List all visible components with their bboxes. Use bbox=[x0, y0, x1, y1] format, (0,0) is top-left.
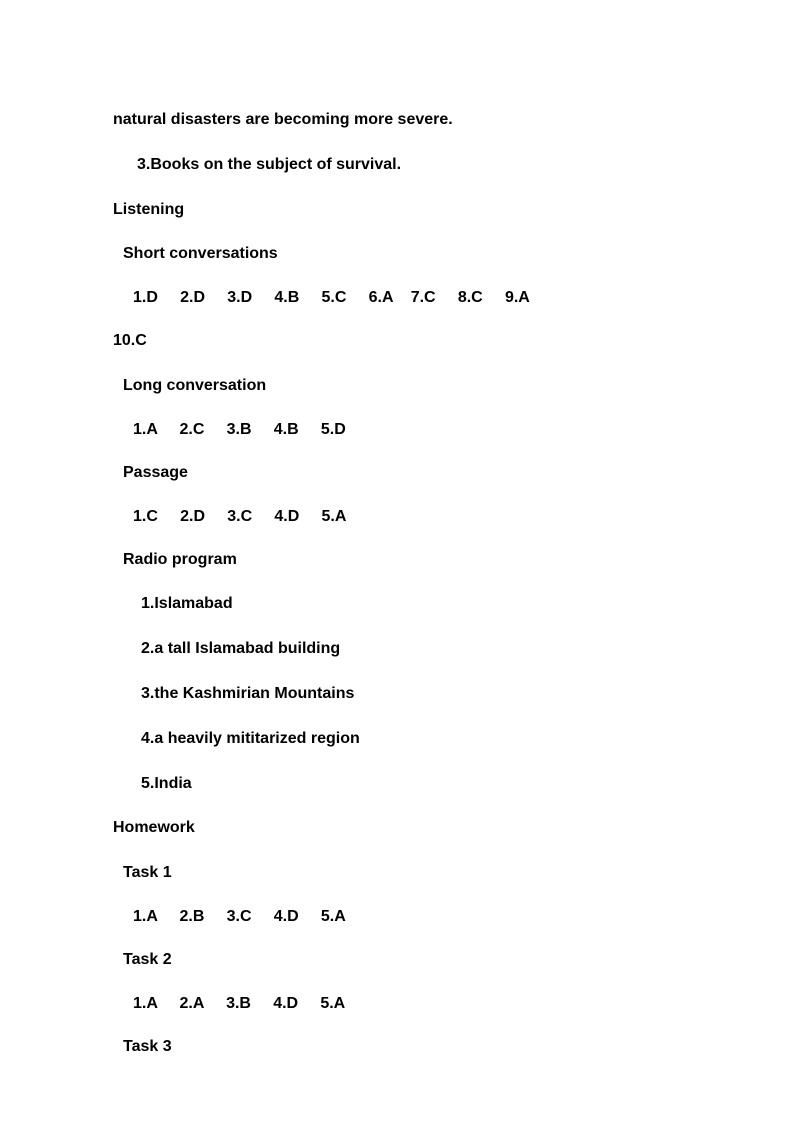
passage-heading: Passage bbox=[123, 463, 703, 484]
radio-program-item-1: 1.Islamabad bbox=[141, 594, 703, 615]
passage-answers: 1.C 2.D 3.C 4.D 5.A bbox=[133, 508, 703, 526]
long-conversation-answers: 1.A 2.C 3.B 4.B 5.D bbox=[133, 421, 703, 439]
long-conversation-heading: Long conversation bbox=[123, 376, 703, 397]
short-conversations-heading: Short conversations bbox=[123, 244, 703, 265]
homework-heading: Homework bbox=[113, 818, 703, 839]
task-1-heading: Task 1 bbox=[123, 863, 703, 884]
radio-program-item-2: 2.a tall Islamabad building bbox=[141, 639, 703, 660]
radio-program-item-5: 5.India bbox=[141, 774, 703, 795]
listening-heading: Listening bbox=[113, 200, 703, 221]
task-2-answers: 1.A 2.A 3.B 4.D 5.A bbox=[133, 995, 703, 1013]
radio-program-item-3: 3.the Kashmirian Mountains bbox=[141, 684, 703, 705]
task-3-heading: Task 3 bbox=[123, 1037, 703, 1058]
document-page: natural disasters are becoming more seve… bbox=[0, 0, 793, 1142]
task-2-heading: Task 2 bbox=[123, 950, 703, 971]
short-conversations-answers-row-2: 10.C bbox=[113, 331, 703, 352]
short-conversations-answers-row-1: 1.D 2.D 3.D 4.B 5.C 6.A 7.C 8.C 9.A bbox=[133, 289, 703, 307]
radio-program-item-4: 4.a heavily mititarized region bbox=[141, 729, 703, 750]
radio-program-heading: Radio program bbox=[123, 550, 703, 571]
intro-line-2: 3.Books on the subject of survival. bbox=[137, 155, 703, 176]
task-1-answers: 1.A 2.B 3.C 4.D 5.A bbox=[133, 908, 703, 926]
intro-line-1: natural disasters are becoming more seve… bbox=[113, 110, 703, 131]
